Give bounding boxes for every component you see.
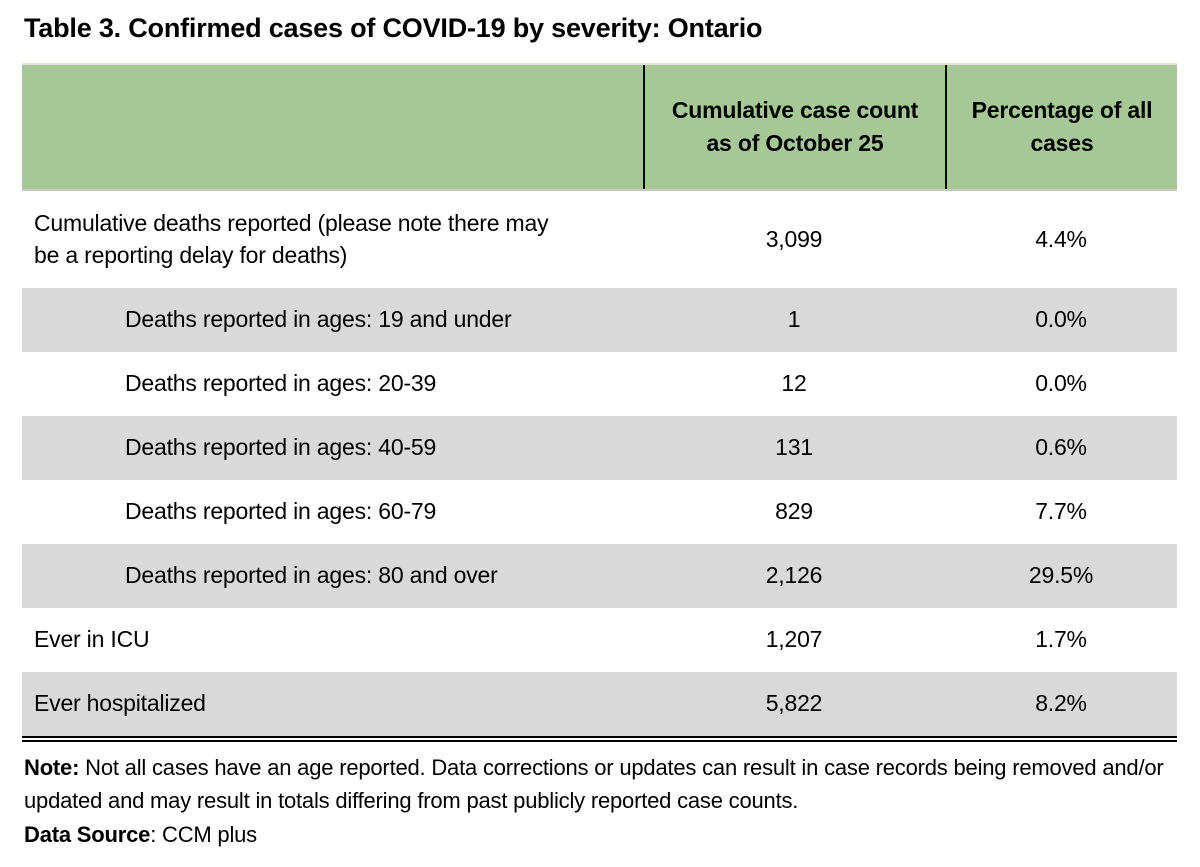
row-count: 3,099 — [765, 225, 823, 252]
row-count: 12 — [781, 370, 807, 397]
row-percent: 1.7% — [1035, 626, 1087, 653]
row-count: 131 — [775, 434, 813, 461]
table-row-cumulative-deaths: Cumulative deaths reported (please note … — [22, 191, 1177, 288]
table-row-ever-hospitalized: Ever hospitalized 5,822 8.2% — [22, 672, 1177, 736]
note-label: Note: — [24, 755, 80, 780]
data-source-label: Data Source — [24, 821, 151, 847]
table-row-deaths-40-59: Deaths reported in ages: 40-59 131 0.6% — [22, 416, 1177, 480]
note-text: Not all cases have an age reported. Data… — [24, 755, 1164, 814]
row-percent: 0.6% — [1035, 434, 1087, 461]
table-row-deaths-20-39: Deaths reported in ages: 20-39 12 0.0% — [22, 352, 1177, 416]
covid-severity-table: Cumulative case count as of October 25 P… — [22, 63, 1177, 742]
row-count: 829 — [775, 498, 813, 525]
data-source-text: : CCM plus — [150, 821, 257, 847]
report-page: Table 3. Confirmed cases of COVID-19 by … — [0, 13, 1200, 867]
table-title: Table 3. Confirmed cases of COVID-19 by … — [24, 13, 763, 43]
row-count: 2,126 — [765, 562, 823, 589]
row-count: 1 — [787, 306, 801, 333]
row-percent: 7.7% — [1035, 498, 1087, 525]
row-label: Deaths reported in ages: 20-39 — [125, 370, 437, 397]
row-percent: 0.0% — [1035, 306, 1087, 333]
row-count: 1,207 — [765, 626, 823, 653]
row-label: Deaths reported in ages: 19 and under — [125, 306, 512, 333]
row-percent: 0.0% — [1035, 370, 1087, 397]
row-count: 5,822 — [765, 690, 823, 717]
row-percent: 29.5% — [1028, 562, 1094, 589]
row-label: Ever in ICU — [34, 626, 150, 653]
row-percent: 4.4% — [1035, 225, 1087, 252]
header-cell-count: Cumulative case count as of October 25 — [643, 65, 945, 189]
table-row-deaths-19-under: Deaths reported in ages: 19 and under 1 … — [22, 288, 1177, 352]
header-cell-percent: Percentage of all cases — [945, 65, 1177, 189]
table-row-deaths-60-79: Deaths reported in ages: 60-79 829 7.7% — [22, 480, 1177, 544]
row-label: Ever hospitalized — [34, 690, 206, 717]
row-label: Deaths reported in ages: 40-59 — [125, 434, 437, 461]
table-row-ever-in-icu: Ever in ICU 1,207 1.7% — [22, 608, 1177, 672]
table-row-deaths-80-over: Deaths reported in ages: 80 and over 2,1… — [22, 544, 1177, 608]
row-label: Deaths reported in ages: 60-79 — [125, 498, 437, 525]
data-source-line: Data Source: CCM plus — [24, 818, 1182, 851]
row-percent: 8.2% — [1035, 690, 1087, 717]
table-footnotes: Note: Not all cases have an age reported… — [24, 751, 1182, 851]
row-label: Deaths reported in ages: 80 and over — [125, 562, 498, 589]
note-line: Note: Not all cases have an age reported… — [24, 751, 1182, 818]
row-label: Cumulative deaths reported (please note … — [34, 210, 549, 268]
header-cell-empty — [22, 65, 643, 189]
table-header-row: Cumulative case count as of October 25 P… — [22, 63, 1177, 191]
